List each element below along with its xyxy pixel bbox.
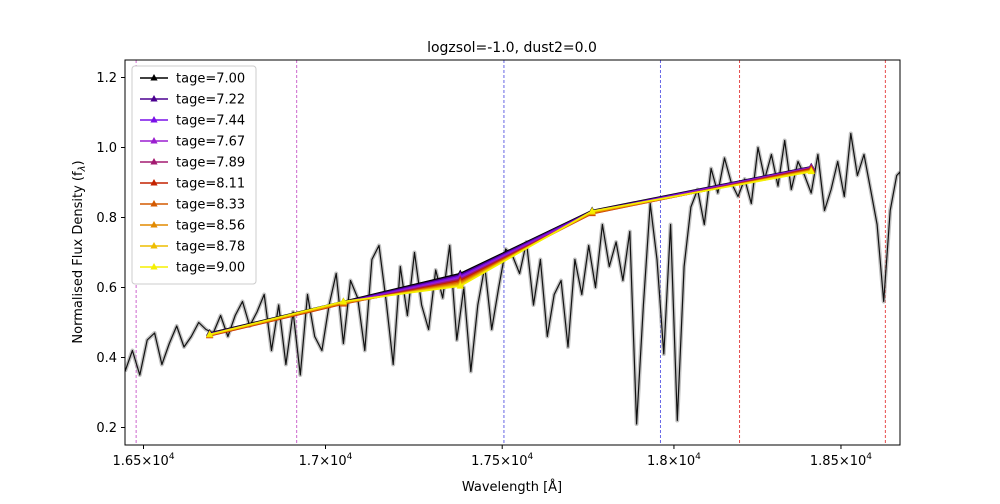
- y-axis: 0.2 0.4 0.6 0.8 1.0 1.2: [96, 71, 125, 436]
- legend-label-8: tage=8.78: [176, 240, 245, 255]
- series-line-1: [209, 166, 812, 335]
- plot-area: [124, 59, 901, 446]
- series-marker: [339, 297, 347, 304]
- x-axis: 1.65×104 1.7×104 1.75×104 1.8×104 1.85×104: [112, 445, 872, 469]
- legend-label-6: tage=8.33: [176, 198, 245, 213]
- legend-marker-9: [150, 263, 158, 270]
- legend-label-0: tage=7.00: [176, 72, 245, 87]
- legend-label-5: tage=8.11: [176, 177, 245, 192]
- x-tick-label: 1.85×104: [810, 452, 872, 469]
- x-tick-label: 1.65×104: [112, 452, 174, 469]
- series-marker: [807, 167, 815, 175]
- series-0: [206, 162, 815, 336]
- legend-marker-5: [150, 179, 158, 186]
- series-marker: [456, 282, 464, 289]
- legend-label-3: tage=7.67: [176, 135, 245, 150]
- legend-marker-7: [150, 221, 158, 228]
- y-tick-label: 1.0: [96, 141, 117, 156]
- legend-marker-1: [150, 95, 158, 102]
- x-tick-label: 1.7×104: [299, 452, 353, 469]
- x-tick-label: 1.8×104: [647, 452, 701, 469]
- legend-marker-4: [150, 158, 158, 165]
- series-9: [206, 167, 815, 337]
- legend-label-2: tage=7.44: [176, 114, 245, 129]
- legend-label-4: tage=7.89: [176, 156, 245, 171]
- y-axis-label: Normalised Flux Density (fλ): [71, 160, 88, 343]
- y-axis-label-sub: λ: [77, 165, 88, 172]
- x-axis-label: Wavelength [Å]: [462, 479, 562, 495]
- chart-title: logzsol=-1.0, dust2=0.0: [427, 40, 597, 56]
- y-axis-label-main: Normalised Flux Density (f: [71, 171, 86, 344]
- legend: tage=7.00 tage=7.22 tage=7.44 tage=7.67 tage…: [131, 65, 257, 285]
- legend-marker-8: [150, 242, 158, 249]
- y-tick-label: 1.2: [96, 71, 117, 86]
- plot-frame: [124, 59, 901, 446]
- y-tick-label: 0.8: [96, 211, 117, 226]
- legend-label-9: tage=9.00: [176, 261, 245, 276]
- series-marker: [588, 207, 596, 214]
- y-axis-label-close: ): [71, 160, 86, 165]
- y-tick-label: 0.2: [96, 421, 117, 436]
- legend-marker-0: [150, 74, 158, 81]
- legend-label-1: tage=7.22: [176, 93, 245, 108]
- series-line-2: [209, 166, 812, 336]
- legend-label-7: tage=8.56: [176, 219, 245, 234]
- series-marker: [206, 330, 214, 337]
- y-tick-label: 0.6: [96, 281, 117, 296]
- legend-marker-6: [150, 200, 158, 207]
- legend-marker-2: [150, 116, 158, 123]
- legend-marker-3: [150, 137, 158, 144]
- y-tick-label: 0.4: [96, 351, 117, 366]
- x-tick-label: 1.75×104: [471, 452, 533, 469]
